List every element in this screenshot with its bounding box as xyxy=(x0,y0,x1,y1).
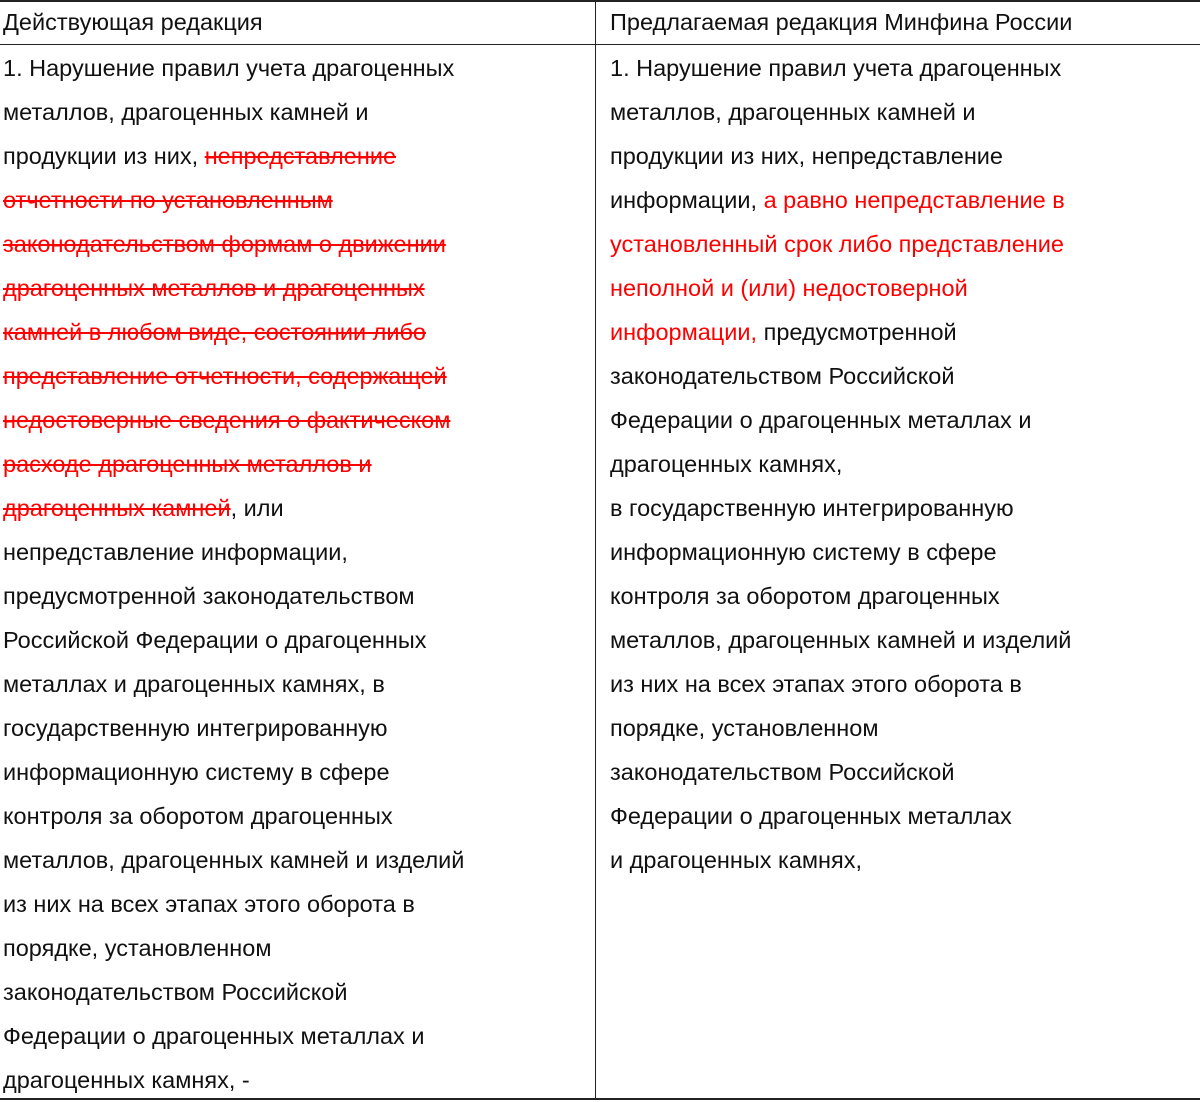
text-segment: информации, xyxy=(610,187,764,213)
text-line: неполной и (или) недостоверной xyxy=(610,266,1071,310)
column-divider xyxy=(595,1,596,1100)
text-line: металлов, драгоценных камней и xyxy=(610,90,1071,134)
current-version-text: 1. Нарушение правил учета драгоценных мет… xyxy=(3,46,464,1102)
deleted-text: драгоценных металлов и драгоценных xyxy=(3,275,425,301)
text-line: расходе драгоценных металлов и xyxy=(3,442,464,486)
header-proposed-version: Предлагаемая редакция Минфина России xyxy=(610,9,1073,35)
text-segment: металлов, драгоценных камней и xyxy=(610,99,976,125)
text-line: контроля за оборотом драгоценных xyxy=(610,574,1071,618)
text-segment: драгоценных камнях, - xyxy=(3,1067,250,1093)
text-line: информационную систему в сфере xyxy=(3,750,464,794)
text-line: Российской Федерации о драгоценных xyxy=(3,618,464,662)
text-segment: драгоценных камнях, xyxy=(610,451,843,477)
text-line: продукции из них, непредставление xyxy=(3,134,464,178)
text-line: металлах и драгоценных камнях, в xyxy=(3,662,464,706)
text-line: законодательством Российской xyxy=(3,970,464,1014)
text-segment: , или xyxy=(230,495,284,521)
text-line: в государственную интегрированную xyxy=(610,486,1071,530)
text-line: Федерации о драгоценных металлах и xyxy=(3,1014,464,1058)
text-segment: металлов, драгоценных камней и изделий xyxy=(610,627,1072,653)
text-segment: Федерации о драгоценных металлах xyxy=(610,803,1012,829)
text-segment: контроля за оборотом драгоценных xyxy=(3,803,393,829)
text-line: законодательством Российской xyxy=(610,354,1071,398)
added-text: а равно непредставление в xyxy=(763,187,1065,213)
text-segment: продукции из них, xyxy=(3,143,205,169)
text-line: государственную интегрированную xyxy=(3,706,464,750)
text-line: отчетности по установленным xyxy=(3,178,464,222)
text-segment: из них на всех этапах этого оборота в xyxy=(3,891,415,917)
added-text: информации, xyxy=(610,319,758,345)
text-line: информационную систему в сфере xyxy=(610,530,1071,574)
text-segment: металлов, драгоценных камней и xyxy=(3,99,369,125)
text-line: установленный срок либо представление xyxy=(610,222,1071,266)
table-bottom-border xyxy=(0,1098,1200,1100)
text-segment: предусмотренной xyxy=(757,319,957,345)
deleted-text: отчетности по установленным xyxy=(3,187,333,213)
text-line: Федерации о драгоценных металлах xyxy=(610,794,1071,838)
text-line: контроля за оборотом драгоценных xyxy=(3,794,464,838)
text-line: 1. Нарушение правил учета драгоценных xyxy=(610,46,1071,90)
added-text: установленный срок либо представление xyxy=(610,231,1064,257)
deleted-text: камней в любом виде, состоянии либо xyxy=(3,319,426,345)
header-current-version: Действующая редакция xyxy=(3,9,263,35)
text-segment: Российской Федерации о драгоценных xyxy=(3,627,427,653)
text-line: из них на всех этапах этого оборота в xyxy=(610,662,1071,706)
text-line: металлов, драгоценных камней и xyxy=(3,90,464,134)
proposed-version-text: 1. Нарушение правил учета драгоценных мет… xyxy=(610,46,1071,882)
text-line: драгоценных металлов и драгоценных xyxy=(3,266,464,310)
text-line: 1. Нарушение правил учета драгоценных xyxy=(3,46,464,90)
text-line: законодательством формам о движении xyxy=(3,222,464,266)
text-line: камней в любом виде, состоянии либо xyxy=(3,310,464,354)
text-line: металлов, драгоценных камней и изделий xyxy=(3,838,464,882)
text-segment: продукции из них, непредставление xyxy=(610,143,1004,169)
text-segment: предусмотренной законодательством xyxy=(3,583,415,609)
text-segment: порядке, установленном xyxy=(3,935,272,961)
deleted-text: законодательством формам о движении xyxy=(3,231,446,257)
added-text: неполной и (или) недостоверной xyxy=(610,275,968,301)
deleted-text: недостоверные сведения о фактическом xyxy=(3,407,451,433)
text-segment: законодательством Российской xyxy=(3,979,348,1005)
text-segment: металлов, драгоценных камней и изделий xyxy=(3,847,465,873)
deleted-text: драгоценных камней xyxy=(3,495,231,521)
deleted-text: непредставление xyxy=(204,143,397,169)
text-line: драгоценных камней, или xyxy=(3,486,464,530)
text-line: представление отчетности, содержащей xyxy=(3,354,464,398)
text-line: информации, а равно непредставление в xyxy=(610,178,1071,222)
text-segment: информационную систему в сфере xyxy=(3,759,390,785)
table-top-border xyxy=(0,0,1200,2)
text-segment: законодательством Российской xyxy=(610,759,955,785)
text-line: порядке, установленном xyxy=(3,926,464,970)
text-line: информации, предусмотренной xyxy=(610,310,1071,354)
text-line: и драгоценных камнях, xyxy=(610,838,1071,882)
text-segment: из них на всех этапах этого оборота в xyxy=(610,671,1022,697)
text-line: недостоверные сведения о фактическом xyxy=(3,398,464,442)
text-line: драгоценных камнях, - xyxy=(3,1058,464,1102)
deleted-text: представление отчетности, содержащей xyxy=(3,363,447,389)
text-segment: Федерации о драгоценных металлах и xyxy=(610,407,1032,433)
deleted-text: расходе драгоценных металлов и xyxy=(3,451,372,477)
text-segment: государственную интегрированную xyxy=(3,715,388,741)
text-line: из них на всех этапах этого оборота в xyxy=(3,882,464,926)
text-line: законодательством Российской xyxy=(610,750,1071,794)
text-segment: порядке, установленном xyxy=(610,715,879,741)
text-segment: непредставление информации, xyxy=(3,539,348,565)
text-line: предусмотренной законодательством xyxy=(3,574,464,618)
text-segment: металлах и драгоценных камнях, в xyxy=(3,671,385,697)
text-segment: 1. Нарушение правил учета драгоценных xyxy=(3,55,455,81)
text-segment: 1. Нарушение правил учета драгоценных xyxy=(610,55,1062,81)
text-segment: контроля за оборотом драгоценных xyxy=(610,583,1000,609)
text-segment: в государственную интегрированную xyxy=(610,495,1014,521)
text-segment: законодательством Российской xyxy=(610,363,955,389)
text-segment: Федерации о драгоценных металлах и xyxy=(3,1023,425,1049)
header-divider xyxy=(0,44,1200,45)
text-line: непредставление информации, xyxy=(3,530,464,574)
text-segment: и драгоценных камнях, xyxy=(610,847,863,873)
text-line: порядке, установленном xyxy=(610,706,1071,750)
text-line: металлов, драгоценных камней и изделий xyxy=(610,618,1071,662)
text-segment: информационную систему в сфере xyxy=(610,539,997,565)
text-line: драгоценных камнях, xyxy=(610,442,1071,486)
text-line: продукции из них, непредставление xyxy=(610,134,1071,178)
text-line: Федерации о драгоценных металлах и xyxy=(610,398,1071,442)
